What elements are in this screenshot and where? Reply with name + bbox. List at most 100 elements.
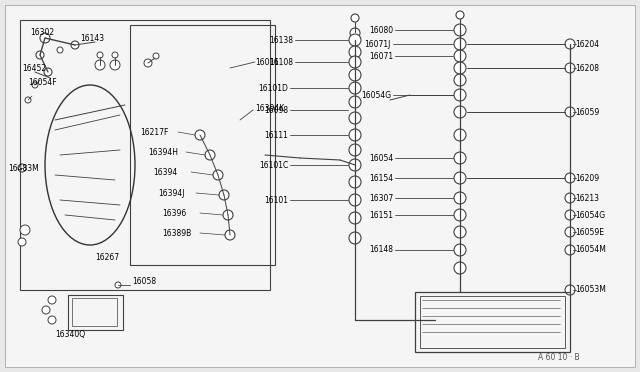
Text: 16394K: 16394K <box>255 103 284 112</box>
Bar <box>68 295 123 330</box>
Text: 16053M: 16053M <box>575 285 606 295</box>
Circle shape <box>32 82 38 88</box>
Circle shape <box>195 130 205 140</box>
Circle shape <box>454 192 466 204</box>
Circle shape <box>48 296 56 304</box>
Circle shape <box>565 107 575 117</box>
Circle shape <box>454 24 466 36</box>
Circle shape <box>223 210 233 220</box>
Circle shape <box>225 230 235 240</box>
Circle shape <box>349 56 361 68</box>
Text: 16071J: 16071J <box>365 39 391 48</box>
Text: 16054F: 16054F <box>28 77 56 87</box>
Circle shape <box>349 194 361 206</box>
Circle shape <box>144 59 152 67</box>
Circle shape <box>454 106 466 118</box>
Circle shape <box>565 227 575 237</box>
Circle shape <box>454 152 466 164</box>
Text: 16208: 16208 <box>575 64 599 73</box>
Circle shape <box>349 46 361 58</box>
Circle shape <box>565 39 575 49</box>
Circle shape <box>115 282 121 288</box>
Text: 16394: 16394 <box>153 167 177 176</box>
Circle shape <box>349 212 361 224</box>
Text: 16098: 16098 <box>264 106 288 115</box>
Circle shape <box>42 306 50 314</box>
Circle shape <box>40 33 50 43</box>
Circle shape <box>18 238 26 246</box>
Circle shape <box>18 164 26 172</box>
Text: 16143: 16143 <box>80 33 104 42</box>
Text: 16054: 16054 <box>369 154 393 163</box>
Circle shape <box>454 89 466 101</box>
Text: 16108: 16108 <box>269 58 293 67</box>
Text: 16058: 16058 <box>132 278 156 286</box>
Circle shape <box>565 210 575 220</box>
Circle shape <box>349 82 361 94</box>
Circle shape <box>454 226 466 238</box>
Text: 16071: 16071 <box>369 51 393 61</box>
Circle shape <box>454 172 466 184</box>
Circle shape <box>351 14 359 22</box>
Text: 16209: 16209 <box>575 173 599 183</box>
Text: A 60 10 · B: A 60 10 · B <box>538 353 580 362</box>
Text: 16080: 16080 <box>369 26 393 35</box>
Circle shape <box>565 285 575 295</box>
Circle shape <box>454 209 466 221</box>
Text: 16154: 16154 <box>369 173 393 183</box>
Text: 16394H: 16394H <box>148 148 178 157</box>
Circle shape <box>456 11 464 19</box>
Text: 16267: 16267 <box>95 253 119 263</box>
Text: 16011: 16011 <box>255 58 279 67</box>
Text: 16111: 16111 <box>264 131 288 140</box>
Text: 16302: 16302 <box>30 28 54 36</box>
Circle shape <box>454 50 466 62</box>
Circle shape <box>454 62 466 74</box>
Text: 16054G: 16054G <box>361 90 391 99</box>
Text: 16340Q: 16340Q <box>55 330 85 340</box>
Circle shape <box>213 170 223 180</box>
Text: 16452: 16452 <box>22 64 46 73</box>
Circle shape <box>349 159 361 171</box>
Circle shape <box>110 60 120 70</box>
Circle shape <box>153 53 159 59</box>
Circle shape <box>95 60 105 70</box>
Circle shape <box>349 112 361 124</box>
Text: 16138: 16138 <box>269 35 293 45</box>
Circle shape <box>565 63 575 73</box>
Circle shape <box>25 97 31 103</box>
Circle shape <box>454 244 466 256</box>
Text: 16204: 16204 <box>575 39 599 48</box>
Text: 16217F: 16217F <box>140 128 168 137</box>
Text: 16389B: 16389B <box>162 228 191 237</box>
Text: 16101C: 16101C <box>259 160 288 170</box>
Circle shape <box>349 232 361 244</box>
Circle shape <box>454 74 466 86</box>
Circle shape <box>349 129 361 141</box>
Circle shape <box>36 51 44 59</box>
Circle shape <box>71 41 79 49</box>
Circle shape <box>454 129 466 141</box>
Circle shape <box>349 69 361 81</box>
Circle shape <box>565 193 575 203</box>
Circle shape <box>349 96 361 108</box>
Circle shape <box>20 225 30 235</box>
Text: 16483M: 16483M <box>8 164 39 173</box>
Circle shape <box>219 190 229 200</box>
Text: 16101D: 16101D <box>258 83 288 93</box>
Bar <box>420 296 565 348</box>
Circle shape <box>565 245 575 255</box>
Circle shape <box>350 28 360 38</box>
Circle shape <box>349 34 361 46</box>
Text: 16151: 16151 <box>369 211 393 219</box>
Text: 16059E: 16059E <box>575 228 604 237</box>
Text: 16054G: 16054G <box>575 211 605 219</box>
Text: 16148: 16148 <box>369 246 393 254</box>
Circle shape <box>454 38 466 50</box>
Circle shape <box>57 47 63 53</box>
Bar <box>72 298 117 326</box>
Bar <box>415 292 570 352</box>
Circle shape <box>112 52 118 58</box>
Text: 16101: 16101 <box>264 196 288 205</box>
Circle shape <box>97 52 103 58</box>
